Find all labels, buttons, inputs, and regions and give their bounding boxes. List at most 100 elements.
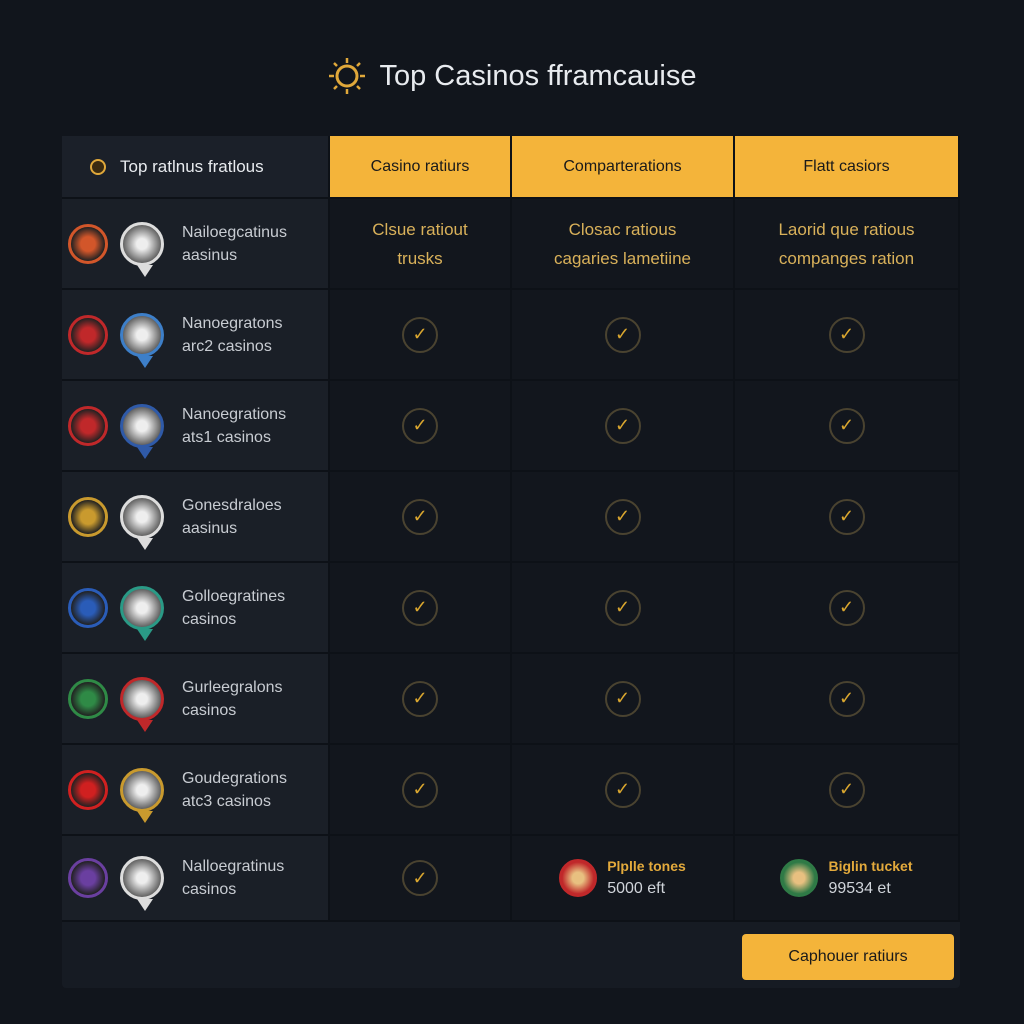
compare-button[interactable]: Caphouer ratiurs bbox=[742, 934, 954, 980]
table-cell: ✓ bbox=[330, 381, 512, 472]
casino-name-cell[interactable]: Nanoegratons arc2 casinos bbox=[62, 290, 330, 381]
check-icon: ✓ bbox=[402, 498, 438, 535]
casino-name-cell[interactable]: Gurleegralons casinos bbox=[62, 654, 330, 745]
casino-subname: casinos bbox=[182, 610, 237, 628]
header-label: Comparterations bbox=[563, 157, 682, 175]
check-icon: ✓ bbox=[828, 771, 865, 808]
header-label: Casino ratiurs bbox=[370, 157, 470, 175]
page-title: Top Casinos fframcauise bbox=[0, 56, 1024, 96]
check-icon: ✓ bbox=[828, 407, 865, 444]
prize-value: 99534 et bbox=[828, 880, 891, 897]
table-cell: Plplle tones 5000 eft bbox=[512, 836, 735, 922]
table-cell: ✓ bbox=[512, 472, 735, 563]
comparison-panel: Top ratlnus fratlous Casino ratiurs Compar… bbox=[62, 136, 960, 988]
table-cell: ✓ bbox=[330, 654, 512, 745]
check-icon: ✓ bbox=[402, 680, 438, 717]
check-icon: ✓ bbox=[604, 316, 641, 353]
table-cell: ✓ bbox=[735, 290, 960, 381]
table-cell: ✓ bbox=[512, 745, 735, 836]
cell-text: Laorid que ratious bbox=[778, 219, 915, 239]
check-icon: ✓ bbox=[604, 589, 641, 626]
table-cell: ✓ bbox=[735, 654, 960, 745]
casino-badge-icon bbox=[120, 221, 164, 277]
cell-text: cagaries lametiine bbox=[553, 248, 691, 268]
table-cell: ✓ bbox=[735, 472, 960, 563]
casino-subname: casinos bbox=[182, 881, 237, 898]
casino-logo-icon bbox=[68, 405, 108, 446]
casino-name-cell[interactable]: Gonesdraloes aasinus bbox=[62, 472, 330, 563]
header-label: Flatt casiors bbox=[803, 157, 890, 175]
casino-name: Golloegratines bbox=[182, 587, 286, 605]
casino-logo-icon bbox=[68, 314, 108, 355]
column-header: Top ratlnus fratlous bbox=[62, 136, 330, 199]
casino-badge-icon bbox=[120, 585, 164, 641]
casino-name-cell[interactable]: Nailoegcatinus aasinus bbox=[62, 199, 330, 290]
check-icon: ✓ bbox=[828, 680, 865, 717]
check-icon: ✓ bbox=[402, 407, 438, 444]
table-cell: ✓ bbox=[330, 290, 512, 381]
cell-text: trusks bbox=[397, 248, 443, 268]
table-cell: ✓ bbox=[512, 381, 735, 472]
check-icon: ✓ bbox=[402, 771, 438, 808]
casino-badge-icon bbox=[120, 676, 164, 732]
check-icon: ✓ bbox=[828, 589, 865, 626]
casino-name-cell[interactable]: Nanoegrations ats1 casinos bbox=[62, 381, 330, 472]
casino-badge-icon bbox=[120, 494, 164, 550]
table-cell: ✓ bbox=[330, 745, 512, 836]
casino-name: Nailoegcatinus bbox=[182, 223, 287, 241]
sun-icon bbox=[329, 58, 366, 94]
casino-logo-icon bbox=[68, 678, 108, 719]
casino-name: Nanoegrations bbox=[182, 405, 287, 423]
casino-name: Nanoegratons bbox=[182, 314, 283, 332]
table-cell: ✓ bbox=[512, 563, 735, 654]
table-cell: ✓ bbox=[512, 654, 735, 745]
column-header: Comparterations bbox=[512, 136, 735, 199]
check-icon: ✓ bbox=[828, 316, 865, 353]
table-cell: Closac ratious cagaries lametiine bbox=[512, 199, 735, 290]
cell-text: Clsue ratiout bbox=[372, 219, 468, 239]
casino-logo-icon bbox=[68, 587, 108, 628]
casino-subname: casinos bbox=[182, 701, 237, 719]
prize-label: Biglin tucket bbox=[828, 858, 913, 874]
casino-logo-icon bbox=[68, 496, 108, 537]
casino-logo-icon bbox=[68, 769, 108, 810]
casino-name: Gonesdraloes bbox=[182, 496, 282, 514]
title-text: Top Casinos fframcauise bbox=[379, 59, 697, 92]
table-cell: ✓ bbox=[735, 563, 960, 654]
header-label: Top ratlnus fratlous bbox=[120, 156, 264, 176]
casino-name-cell[interactable]: Nalloegratinus casinos bbox=[62, 836, 330, 922]
column-header: Casino ratiurs bbox=[330, 136, 512, 199]
casino-subname: atc3 casinos bbox=[182, 792, 271, 810]
casino-badge-icon bbox=[120, 767, 164, 823]
table-cell: ✓ bbox=[735, 745, 960, 836]
prize-label: Plplle tones bbox=[607, 858, 686, 874]
cell-text: companges ration bbox=[778, 248, 915, 268]
casino-subname: aasinus bbox=[182, 519, 238, 537]
casino-badge-icon bbox=[120, 312, 164, 368]
check-icon: ✓ bbox=[402, 589, 438, 626]
prize-badge-icon bbox=[780, 859, 819, 897]
check-icon: ✓ bbox=[402, 316, 438, 353]
casino-name-cell[interactable]: Golloegratines casinos bbox=[62, 563, 330, 654]
casino-name: Nalloegratinus bbox=[182, 858, 285, 875]
casino-badge-icon bbox=[120, 856, 164, 911]
table-cell: ✓ bbox=[330, 472, 512, 563]
check-icon: ✓ bbox=[604, 771, 641, 808]
table-cell: ✓ bbox=[330, 836, 512, 922]
casino-subname: aasinus bbox=[182, 246, 238, 264]
table-cell: ✓ bbox=[330, 563, 512, 654]
casino-logo-icon bbox=[68, 858, 108, 898]
casino-name: Goudegrations bbox=[182, 769, 287, 787]
check-icon: ✓ bbox=[402, 860, 438, 896]
column-header: Flatt casiors bbox=[735, 136, 960, 199]
prize-badge-icon bbox=[559, 859, 598, 897]
casino-name-cell[interactable]: Goudegrations atc3 casinos bbox=[62, 745, 330, 836]
casino-logo-icon bbox=[68, 223, 108, 264]
table-cell: ✓ bbox=[512, 290, 735, 381]
casino-badge-icon bbox=[120, 403, 164, 459]
check-icon: ✓ bbox=[604, 498, 641, 535]
casino-name: Gurleegralons bbox=[182, 678, 283, 696]
table-cell: ✓ bbox=[735, 381, 960, 472]
prize-value: 5000 eft bbox=[607, 880, 666, 897]
casino-subname: arc2 casinos bbox=[182, 337, 272, 355]
